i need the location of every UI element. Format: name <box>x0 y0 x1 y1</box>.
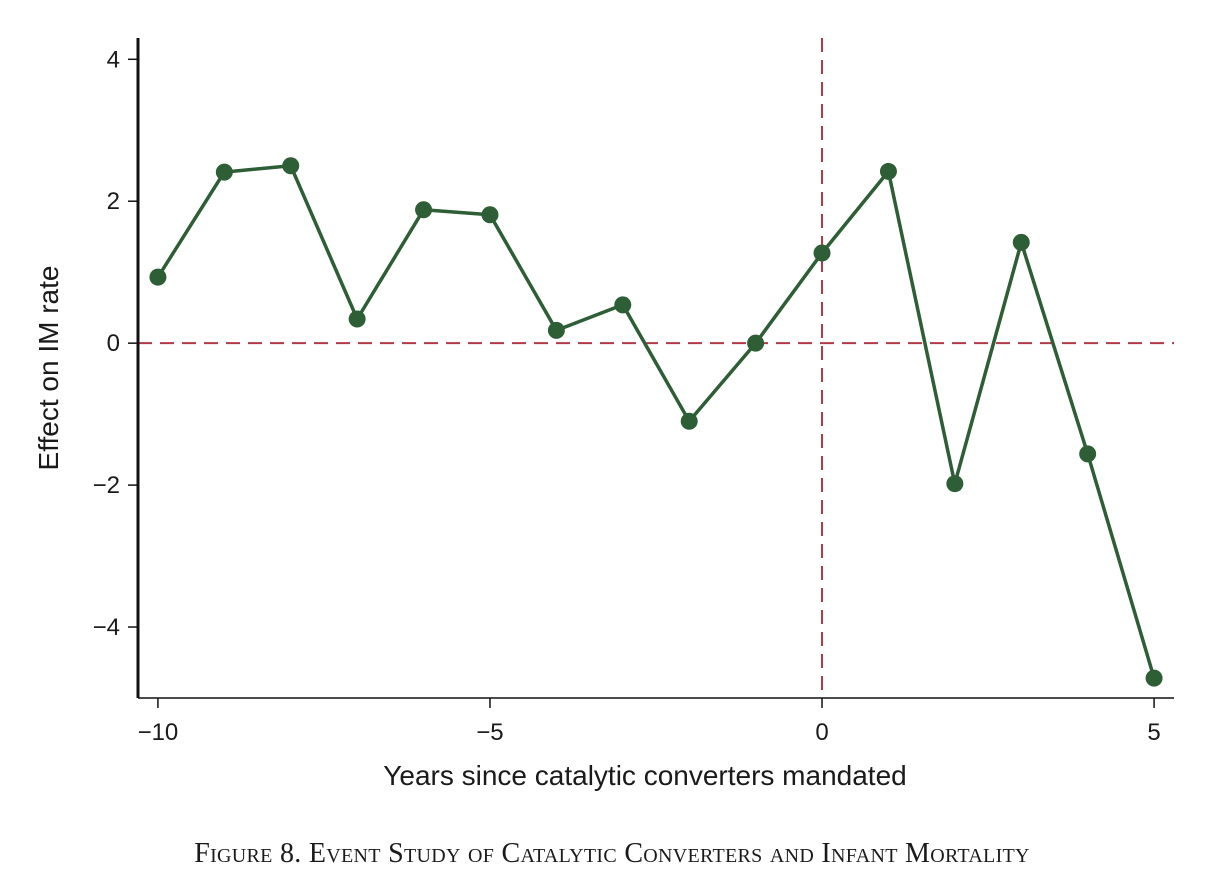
x-tick-label: 0 <box>815 719 828 746</box>
data-point <box>481 206 499 224</box>
y-tick-label: −4 <box>93 614 120 641</box>
figure-caption: Figure 8. Event Study of Catalytic Conve… <box>194 838 1030 869</box>
axes: −4 −2 0 2 4 −10 −5 0 5 <box>93 38 1174 746</box>
data-point <box>282 157 300 175</box>
y-tick-label: 2 <box>107 188 120 215</box>
data-point <box>946 475 964 493</box>
data-point <box>879 162 897 180</box>
x-tick-label: −10 <box>138 719 179 746</box>
data-point <box>614 296 632 314</box>
y-tick-label: 0 <box>107 330 120 357</box>
data-point <box>1012 233 1030 251</box>
data-point <box>415 201 433 219</box>
data-point <box>680 412 698 430</box>
data-point <box>348 310 366 328</box>
x-tick-label: −5 <box>476 719 503 746</box>
data-point <box>215 163 233 181</box>
data-point <box>1079 445 1097 463</box>
data-point <box>547 321 565 339</box>
data-point <box>1145 669 1163 687</box>
x-axis-title: Years since catalytic converters mandate… <box>383 760 906 791</box>
series-line <box>156 163 1156 679</box>
y-tick-label: 4 <box>107 46 120 73</box>
x-tick-label: 5 <box>1147 719 1160 746</box>
reference-lines <box>138 38 1174 698</box>
y-axis-title: Effect on IM rate <box>33 266 64 471</box>
series-layer <box>149 157 1163 687</box>
data-point <box>149 268 167 286</box>
y-tick-label: −2 <box>93 472 120 499</box>
data-point <box>813 244 831 262</box>
data-point <box>747 334 765 352</box>
